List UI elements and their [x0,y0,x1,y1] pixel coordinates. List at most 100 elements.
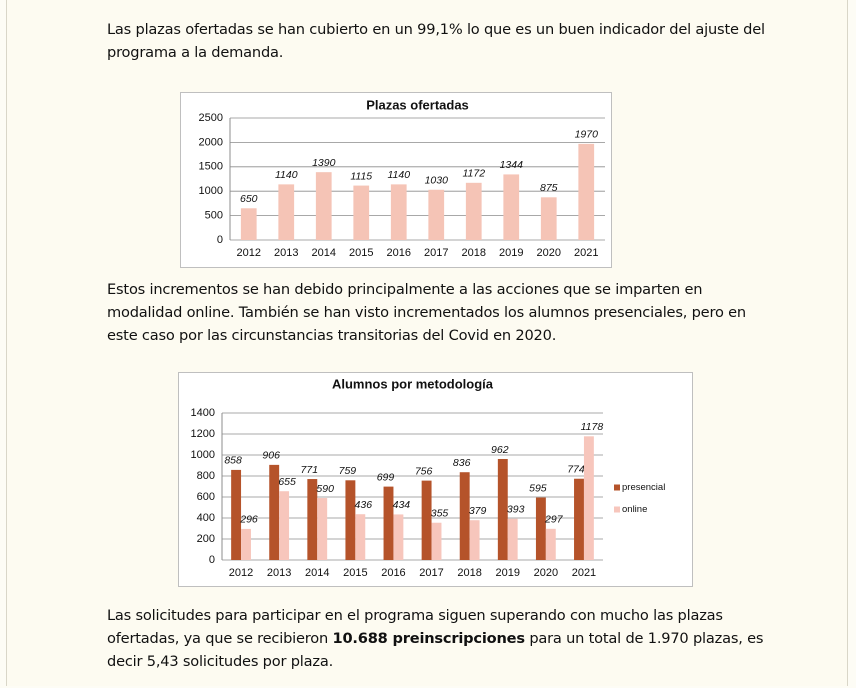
bar [315,172,332,240]
value-label: 774 [567,464,585,476]
bar [240,208,257,240]
value-label: 650 [240,193,258,205]
value-label: 1115 [350,170,372,182]
bar [307,479,318,560]
paragraph: Las solicitudes para participar en el pr… [107,604,777,673]
paragraph: Estos incrementos se han debido principa… [107,278,777,347]
bar [578,143,595,240]
value-label: 906 [262,450,280,462]
bar [497,458,508,560]
y-tick-label: 0 [209,554,215,566]
value-label: 1178 [581,421,604,433]
bar [459,472,470,560]
x-tick-label: 2014 [312,247,336,259]
x-tick-label: 2021 [572,567,596,579]
bar [355,514,366,560]
x-tick-label: 2019 [496,567,520,579]
bar [393,514,404,560]
text-run: Las plazas ofertadas se han cubierto en … [107,21,765,61]
y-tick-label: 2000 [199,136,223,148]
value-label: 771 [301,464,319,476]
y-tick-label: 0 [217,234,223,246]
x-tick-label: 2013 [267,567,291,579]
y-tick-label: 1200 [191,428,215,440]
bar [507,518,518,560]
bar [535,497,546,560]
x-tick-label: 2015 [349,247,373,259]
bar [383,486,394,560]
value-label: 1970 [575,129,599,141]
x-tick-label: 2017 [424,247,448,259]
chart: Plazas ofertadas 0 500 1000 1500 2000 2500 2012… [180,92,612,268]
x-tick-label: 2013 [274,247,298,259]
text-run: Las solicitudes para participar en el pr… [107,607,723,647]
bar [428,189,445,240]
chart-border [180,92,612,268]
y-tick-label: 500 [205,210,223,222]
text-run: Estos incrementos se han debido principa… [107,281,746,344]
value-label: 1390 [312,157,336,169]
paragraph: Las plazas ofertadas se han cubierto en … [107,18,777,64]
y-tick-label: 1000 [199,185,223,197]
value-label: 1140 [387,169,410,181]
x-tick-label: 2020 [537,247,561,259]
bar [345,480,356,560]
value-label: 756 [415,465,433,477]
y-tick-label: 600 [197,491,215,503]
chart-title: Plazas ofertadas [366,97,469,112]
bar [574,478,584,560]
bar [540,197,557,240]
x-tick-label: 2018 [457,567,481,579]
bar [390,184,407,240]
x-tick-label: 2019 [499,247,523,259]
value-label: 655 [278,476,296,488]
y-tick-label: 1000 [191,449,215,461]
x-tick-label: 2016 [381,567,405,579]
bar [279,491,290,560]
value-label: 858 [224,455,242,467]
y-tick-label: 1400 [191,407,215,419]
value-label: 297 [544,514,564,526]
value-label: 699 [377,471,395,483]
x-tick-label: 2018 [462,247,486,259]
value-label: 836 [453,457,471,469]
bar [503,174,520,240]
value-label: 393 [507,504,525,516]
value-label: 355 [431,508,449,520]
legend-swatch [614,506,620,513]
value-label: 595 [529,482,547,494]
chart-border [178,372,693,587]
chart-title: Alumnos por metodología [332,376,494,391]
bar [431,522,442,560]
bar [469,520,480,560]
bar [241,528,251,560]
legend-swatch [614,484,620,491]
bar [278,184,295,240]
bar [353,185,370,240]
legend-label: presencial [622,482,665,493]
bar [465,182,482,240]
x-tick-label: 2016 [387,247,411,259]
text-run: para un total de 1.970 plazas, es decir … [107,630,764,670]
value-label: 590 [316,483,334,495]
value-label: 434 [393,499,411,511]
bar [421,480,432,560]
value-label: 1030 [425,175,449,187]
x-tick-label: 2014 [305,567,329,579]
bar [545,528,556,560]
text-run: 10.688 preinscripciones [332,630,526,647]
x-tick-label: 2017 [419,567,443,579]
x-tick-label: 2021 [574,247,598,259]
value-label: 875 [540,182,558,194]
y-tick-label: 1500 [199,161,223,173]
value-label: 1172 [462,168,485,180]
value-label: 759 [339,465,357,477]
y-tick-label: 800 [197,470,215,482]
bar [583,436,594,560]
y-tick-label: 200 [197,533,215,545]
legend-label: online [622,504,647,515]
bar [317,498,328,560]
value-label: 1140 [275,169,298,181]
value-label: 379 [469,505,487,517]
